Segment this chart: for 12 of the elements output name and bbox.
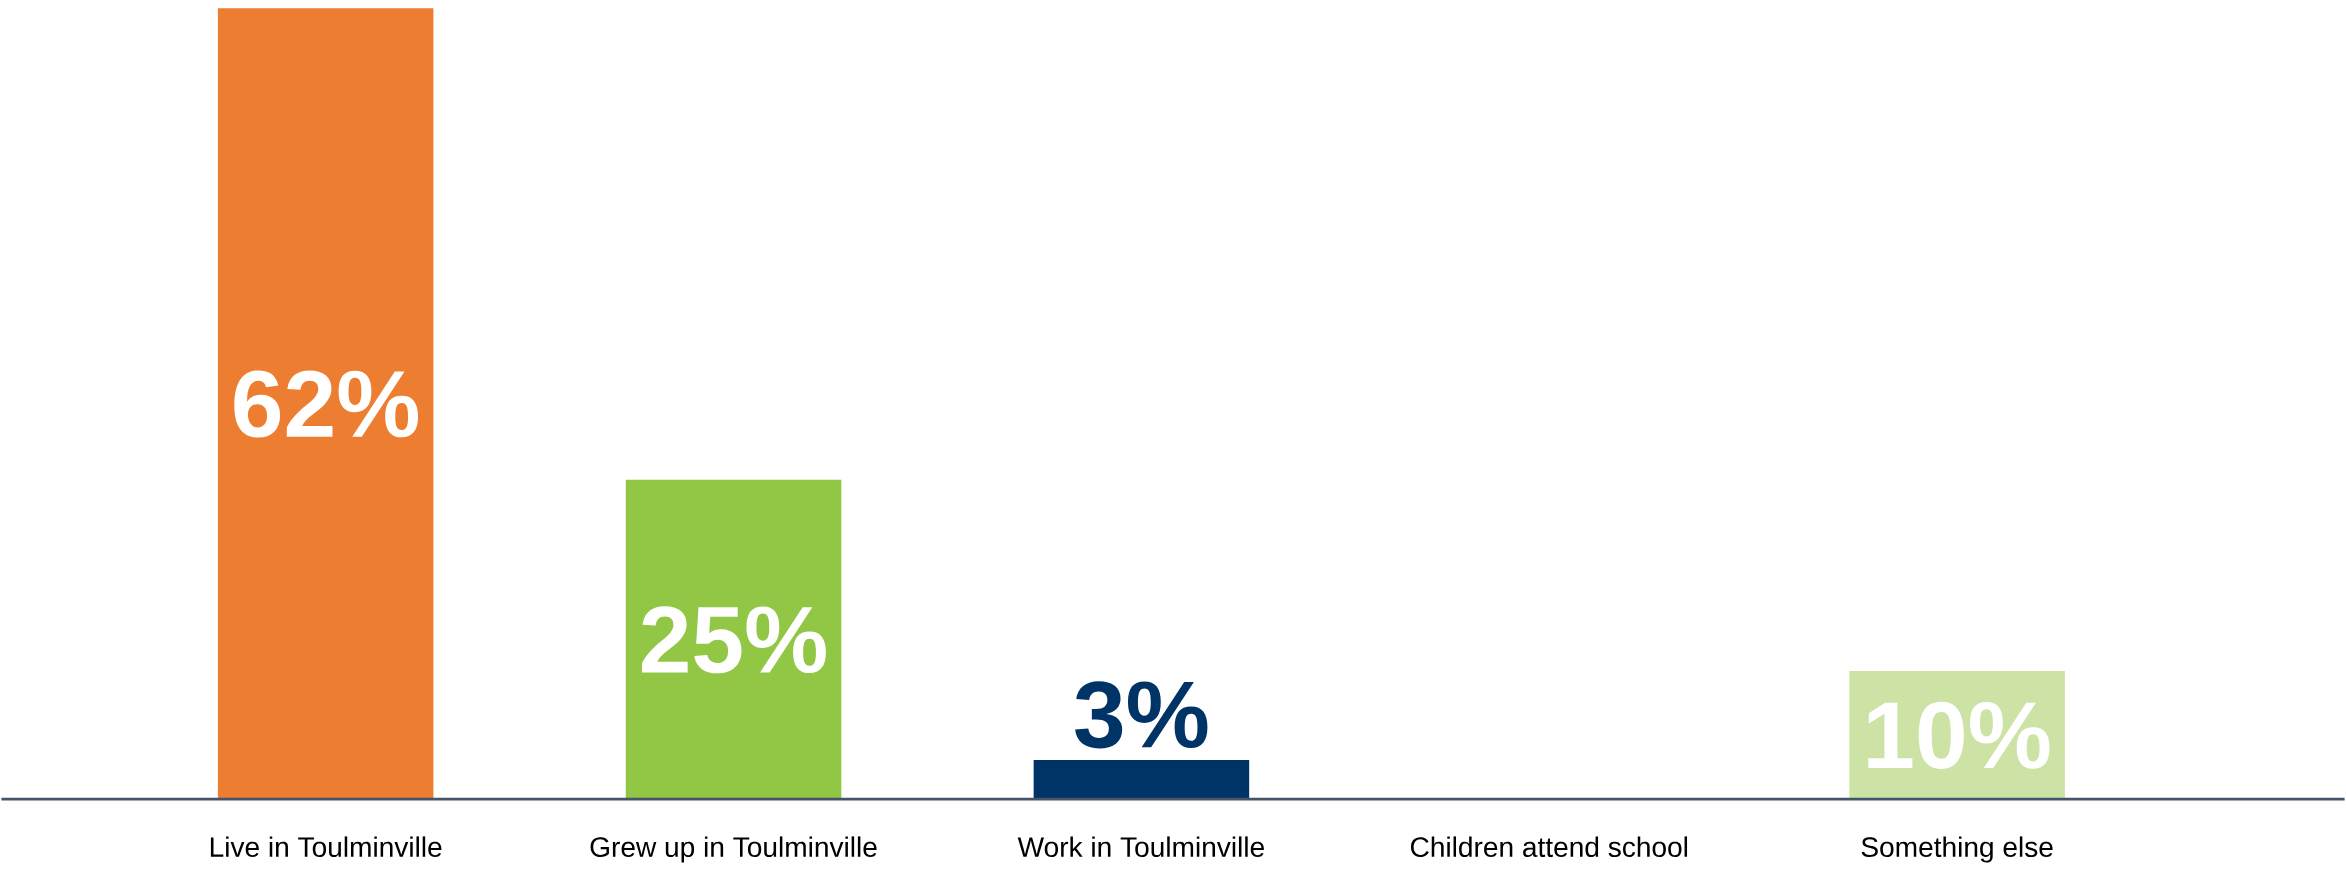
- x-tick-label: Something else: [1861, 836, 2053, 863]
- data-label: 3%: [1075, 681, 1208, 749]
- data-label: 10%: [1868, 701, 2050, 769]
- bar: [1033, 759, 1250, 800]
- bar: [217, 8, 434, 800]
- x-tick-label: Live in Toulminville: [210, 836, 442, 857]
- x-tick-label: Children attend school: [1410, 836, 1688, 857]
- data-label: 25%: [641, 606, 826, 674]
- bar: [625, 479, 842, 800]
- x-tick-label: Grew up in Toulminville: [590, 836, 877, 863]
- data-label: 62%: [234, 370, 419, 438]
- x-tick-label: Work in Toulminville: [1017, 836, 1264, 857]
